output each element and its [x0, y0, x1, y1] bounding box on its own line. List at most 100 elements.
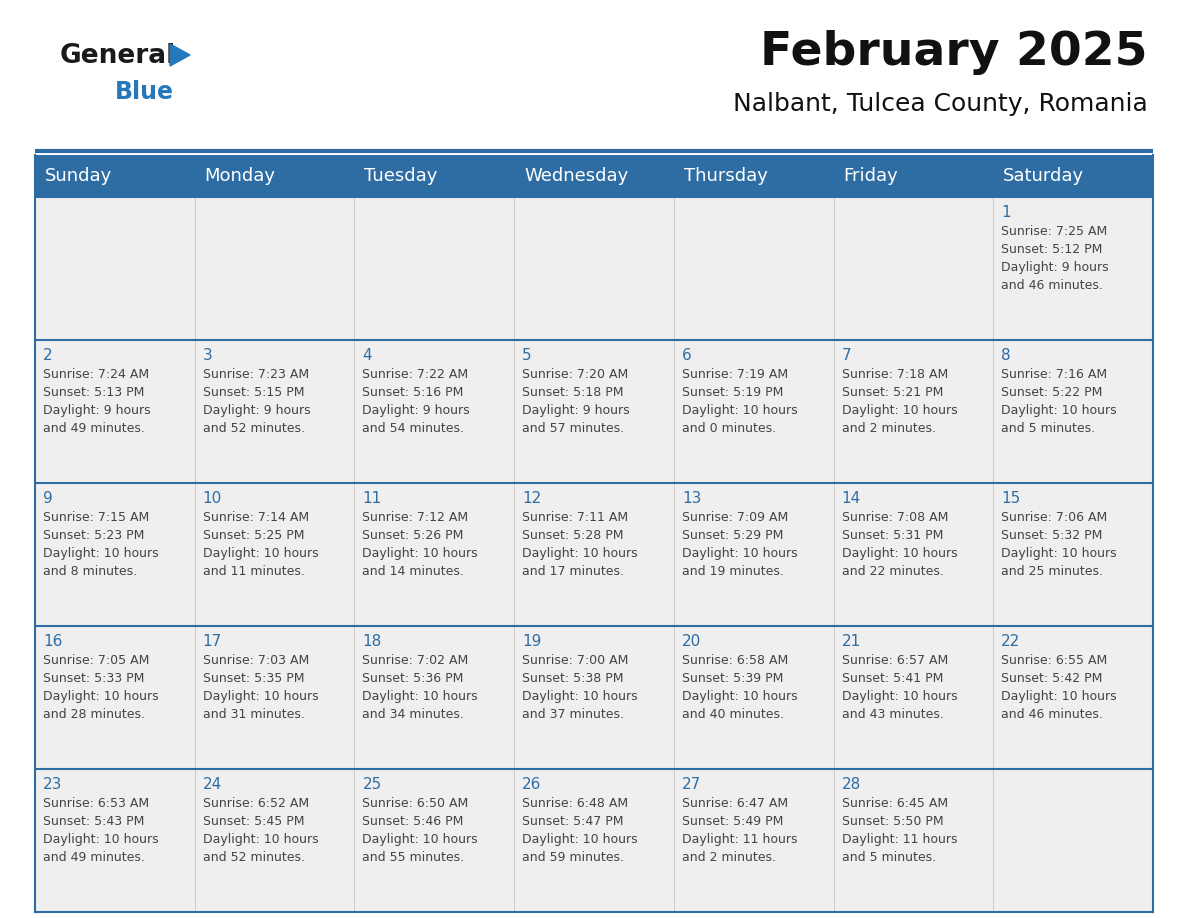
Text: 17: 17 [203, 634, 222, 649]
Bar [514, 197, 674, 340]
Text: 26: 26 [523, 777, 542, 792]
Text: Sunrise: 7:05 AM
Sunset: 5:33 PM
Daylight: 10 hours
and 28 minutes.: Sunrise: 7:05 AM Sunset: 5:33 PM Dayligh… [43, 654, 159, 721]
Text: Sunrise: 7:12 AM
Sunset: 5:26 PM
Daylight: 10 hours
and 14 minutes.: Sunrise: 7:12 AM Sunset: 5:26 PM Dayligh… [362, 511, 478, 578]
Bar [354, 340, 514, 483]
Text: Sunrise: 7:20 AM
Sunset: 5:18 PM
Daylight: 9 hours
and 57 minutes.: Sunrise: 7:20 AM Sunset: 5:18 PM Dayligh… [523, 368, 630, 435]
Text: 12: 12 [523, 491, 542, 506]
Bar [674, 626, 834, 769]
Text: Sunrise: 7:16 AM
Sunset: 5:22 PM
Daylight: 10 hours
and 5 minutes.: Sunrise: 7:16 AM Sunset: 5:22 PM Dayligh… [1001, 368, 1117, 435]
Text: Sunrise: 6:53 AM
Sunset: 5:43 PM
Daylight: 10 hours
and 49 minutes.: Sunrise: 6:53 AM Sunset: 5:43 PM Dayligh… [43, 797, 159, 864]
Text: 25: 25 [362, 777, 381, 792]
Text: Sunday: Sunday [45, 167, 112, 185]
Text: Sunrise: 6:45 AM
Sunset: 5:50 PM
Daylight: 11 hours
and 5 minutes.: Sunrise: 6:45 AM Sunset: 5:50 PM Dayligh… [841, 797, 958, 864]
Text: 15: 15 [1001, 491, 1020, 506]
Text: 27: 27 [682, 777, 701, 792]
Text: Sunrise: 6:50 AM
Sunset: 5:46 PM
Daylight: 10 hours
and 55 minutes.: Sunrise: 6:50 AM Sunset: 5:46 PM Dayligh… [362, 797, 478, 864]
Text: 4: 4 [362, 348, 372, 363]
Text: 5: 5 [523, 348, 532, 363]
Bar [674, 340, 834, 483]
Text: 28: 28 [841, 777, 861, 792]
Text: Sunrise: 7:06 AM
Sunset: 5:32 PM
Daylight: 10 hours
and 25 minutes.: Sunrise: 7:06 AM Sunset: 5:32 PM Dayligh… [1001, 511, 1117, 578]
Bar [514, 483, 674, 626]
Bar [34, 340, 195, 483]
Bar [834, 340, 993, 483]
Bar [993, 483, 1154, 626]
Text: 19: 19 [523, 634, 542, 649]
Bar [34, 626, 195, 769]
Bar [834, 197, 993, 340]
Text: Monday: Monday [204, 167, 276, 185]
Bar [674, 197, 834, 340]
Text: 14: 14 [841, 491, 861, 506]
Text: Sunrise: 7:22 AM
Sunset: 5:16 PM
Daylight: 9 hours
and 54 minutes.: Sunrise: 7:22 AM Sunset: 5:16 PM Dayligh… [362, 368, 470, 435]
Text: 2: 2 [43, 348, 52, 363]
Text: 13: 13 [682, 491, 701, 506]
Bar [354, 626, 514, 769]
Text: Sunrise: 6:48 AM
Sunset: 5:47 PM
Daylight: 10 hours
and 59 minutes.: Sunrise: 6:48 AM Sunset: 5:47 PM Dayligh… [523, 797, 638, 864]
Text: Nalbant, Tulcea County, Romania: Nalbant, Tulcea County, Romania [733, 92, 1148, 116]
Text: 24: 24 [203, 777, 222, 792]
Bar [993, 626, 1154, 769]
Text: Sunrise: 7:03 AM
Sunset: 5:35 PM
Daylight: 10 hours
and 31 minutes.: Sunrise: 7:03 AM Sunset: 5:35 PM Dayligh… [203, 654, 318, 721]
Text: Sunrise: 7:25 AM
Sunset: 5:12 PM
Daylight: 9 hours
and 46 minutes.: Sunrise: 7:25 AM Sunset: 5:12 PM Dayligh… [1001, 225, 1108, 292]
Bar [514, 626, 674, 769]
Text: Sunrise: 7:24 AM
Sunset: 5:13 PM
Daylight: 9 hours
and 49 minutes.: Sunrise: 7:24 AM Sunset: 5:13 PM Dayligh… [43, 368, 151, 435]
Text: Thursday: Thursday [684, 167, 767, 185]
Bar [195, 626, 354, 769]
Bar [834, 483, 993, 626]
Text: Tuesday: Tuesday [365, 167, 438, 185]
Text: Sunrise: 7:15 AM
Sunset: 5:23 PM
Daylight: 10 hours
and 8 minutes.: Sunrise: 7:15 AM Sunset: 5:23 PM Dayligh… [43, 511, 159, 578]
Text: 18: 18 [362, 634, 381, 649]
Text: Sunrise: 6:52 AM
Sunset: 5:45 PM
Daylight: 10 hours
and 52 minutes.: Sunrise: 6:52 AM Sunset: 5:45 PM Dayligh… [203, 797, 318, 864]
Bar [195, 340, 354, 483]
Bar [674, 483, 834, 626]
Text: 20: 20 [682, 634, 701, 649]
Text: 7: 7 [841, 348, 851, 363]
Text: Wednesday: Wednesday [524, 167, 628, 185]
Bar [34, 197, 195, 340]
Bar [993, 197, 1154, 340]
Text: 23: 23 [43, 777, 63, 792]
Bar [34, 155, 1154, 197]
Text: Sunrise: 6:47 AM
Sunset: 5:49 PM
Daylight: 11 hours
and 2 minutes.: Sunrise: 6:47 AM Sunset: 5:49 PM Dayligh… [682, 797, 797, 864]
Text: Friday: Friday [843, 167, 898, 185]
Text: Sunrise: 7:19 AM
Sunset: 5:19 PM
Daylight: 10 hours
and 0 minutes.: Sunrise: 7:19 AM Sunset: 5:19 PM Dayligh… [682, 368, 797, 435]
Text: 8: 8 [1001, 348, 1011, 363]
Text: Sunrise: 7:11 AM
Sunset: 5:28 PM
Daylight: 10 hours
and 17 minutes.: Sunrise: 7:11 AM Sunset: 5:28 PM Dayligh… [523, 511, 638, 578]
Text: 10: 10 [203, 491, 222, 506]
Text: Sunrise: 7:08 AM
Sunset: 5:31 PM
Daylight: 10 hours
and 22 minutes.: Sunrise: 7:08 AM Sunset: 5:31 PM Dayligh… [841, 511, 958, 578]
Text: General: General [61, 43, 176, 69]
Bar [195, 483, 354, 626]
Bar [34, 483, 195, 626]
Text: Sunrise: 6:55 AM
Sunset: 5:42 PM
Daylight: 10 hours
and 46 minutes.: Sunrise: 6:55 AM Sunset: 5:42 PM Dayligh… [1001, 654, 1117, 721]
Bar [514, 340, 674, 483]
Bar [354, 769, 514, 912]
Bar [514, 769, 674, 912]
Bar [354, 483, 514, 626]
Bar [674, 769, 834, 912]
Bar [834, 626, 993, 769]
Text: 6: 6 [682, 348, 691, 363]
Text: Sunrise: 7:18 AM
Sunset: 5:21 PM
Daylight: 10 hours
and 2 minutes.: Sunrise: 7:18 AM Sunset: 5:21 PM Dayligh… [841, 368, 958, 435]
Bar [834, 769, 993, 912]
Polygon shape [170, 44, 190, 66]
Bar [34, 769, 195, 912]
Bar [195, 197, 354, 340]
Text: 1: 1 [1001, 205, 1011, 220]
Text: Sunrise: 7:02 AM
Sunset: 5:36 PM
Daylight: 10 hours
and 34 minutes.: Sunrise: 7:02 AM Sunset: 5:36 PM Dayligh… [362, 654, 478, 721]
Text: 11: 11 [362, 491, 381, 506]
Text: 3: 3 [203, 348, 213, 363]
Text: Sunrise: 7:23 AM
Sunset: 5:15 PM
Daylight: 9 hours
and 52 minutes.: Sunrise: 7:23 AM Sunset: 5:15 PM Dayligh… [203, 368, 310, 435]
Text: 16: 16 [43, 634, 63, 649]
Text: Sunrise: 6:58 AM
Sunset: 5:39 PM
Daylight: 10 hours
and 40 minutes.: Sunrise: 6:58 AM Sunset: 5:39 PM Dayligh… [682, 654, 797, 721]
Text: Blue: Blue [115, 80, 173, 104]
Text: February 2025: February 2025 [760, 30, 1148, 75]
Text: Sunrise: 7:00 AM
Sunset: 5:38 PM
Daylight: 10 hours
and 37 minutes.: Sunrise: 7:00 AM Sunset: 5:38 PM Dayligh… [523, 654, 638, 721]
Bar [993, 340, 1154, 483]
Bar [195, 769, 354, 912]
Text: Sunrise: 7:14 AM
Sunset: 5:25 PM
Daylight: 10 hours
and 11 minutes.: Sunrise: 7:14 AM Sunset: 5:25 PM Dayligh… [203, 511, 318, 578]
Text: 22: 22 [1001, 634, 1020, 649]
Text: 21: 21 [841, 634, 861, 649]
Text: Saturday: Saturday [1004, 167, 1085, 185]
Bar [354, 197, 514, 340]
